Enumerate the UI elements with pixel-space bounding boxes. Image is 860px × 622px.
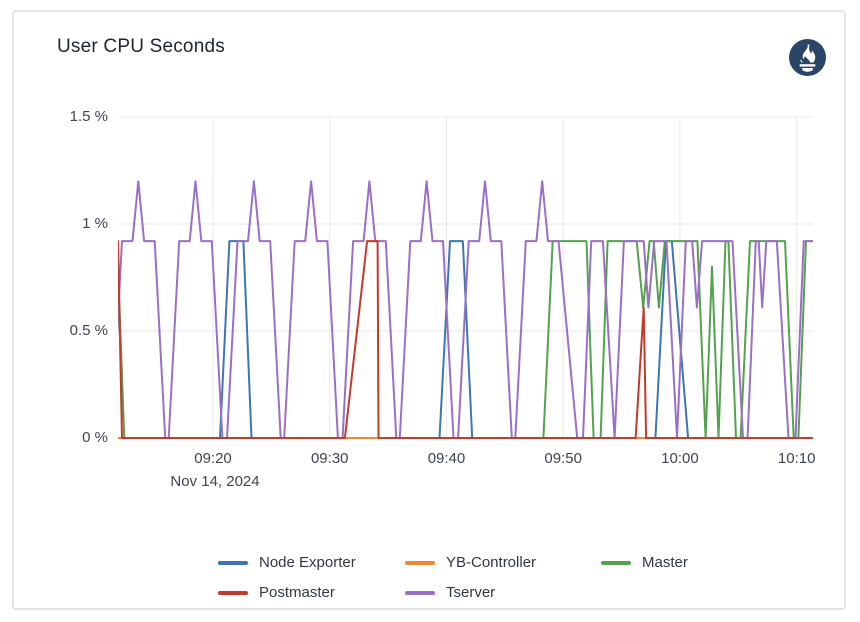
chart-card <box>12 10 846 610</box>
y-tick-label: 1.5 % <box>69 108 108 125</box>
legend-label: Master <box>642 554 688 571</box>
series-line-postmaster <box>118 240 813 439</box>
chart-legend: Node Exporter YB-Controller Master Postmast… <box>218 551 688 604</box>
y-tick-label: 0.5 % <box>69 322 108 339</box>
x-tick-label: 09:30 <box>310 450 349 467</box>
legend-swatch <box>405 590 435 595</box>
x-tick-label: 09:20 <box>194 450 232 467</box>
legend-item-master[interactable]: Master <box>601 551 688 574</box>
legend-item-tserver[interactable]: Tserver <box>405 581 601 604</box>
legend-label: Tserver <box>446 584 496 601</box>
chart-title: User CPU Seconds <box>57 36 225 57</box>
legend-swatch <box>218 560 248 565</box>
x-tick-label: 09:50 <box>544 450 582 467</box>
legend-label: Postmaster <box>259 584 335 601</box>
x-tick-label: 10:10 <box>777 450 816 467</box>
legend-swatch <box>405 560 435 565</box>
cpu-usage-line-chart[interactable] <box>118 110 813 444</box>
x-axis-date-label: Nov 14, 2024 <box>170 473 260 490</box>
x-tick-label: 09:40 <box>427 450 466 467</box>
x-tick-label: 10:00 <box>661 450 699 467</box>
legend-item-yb-controller[interactable]: YB-Controller <box>405 551 601 574</box>
legend-item-postmaster[interactable]: Postmaster <box>218 581 405 604</box>
legend-label: YB-Controller <box>446 554 537 571</box>
legend-item-node-exporter[interactable]: Node Exporter <box>218 551 405 574</box>
legend-swatch <box>601 560 631 565</box>
y-tick-label: 0 % <box>82 429 108 446</box>
prometheus-icon <box>789 39 826 76</box>
legend-swatch <box>218 590 248 595</box>
y-tick-label: 1 % <box>82 215 108 232</box>
legend-label: Node Exporter <box>259 554 356 571</box>
